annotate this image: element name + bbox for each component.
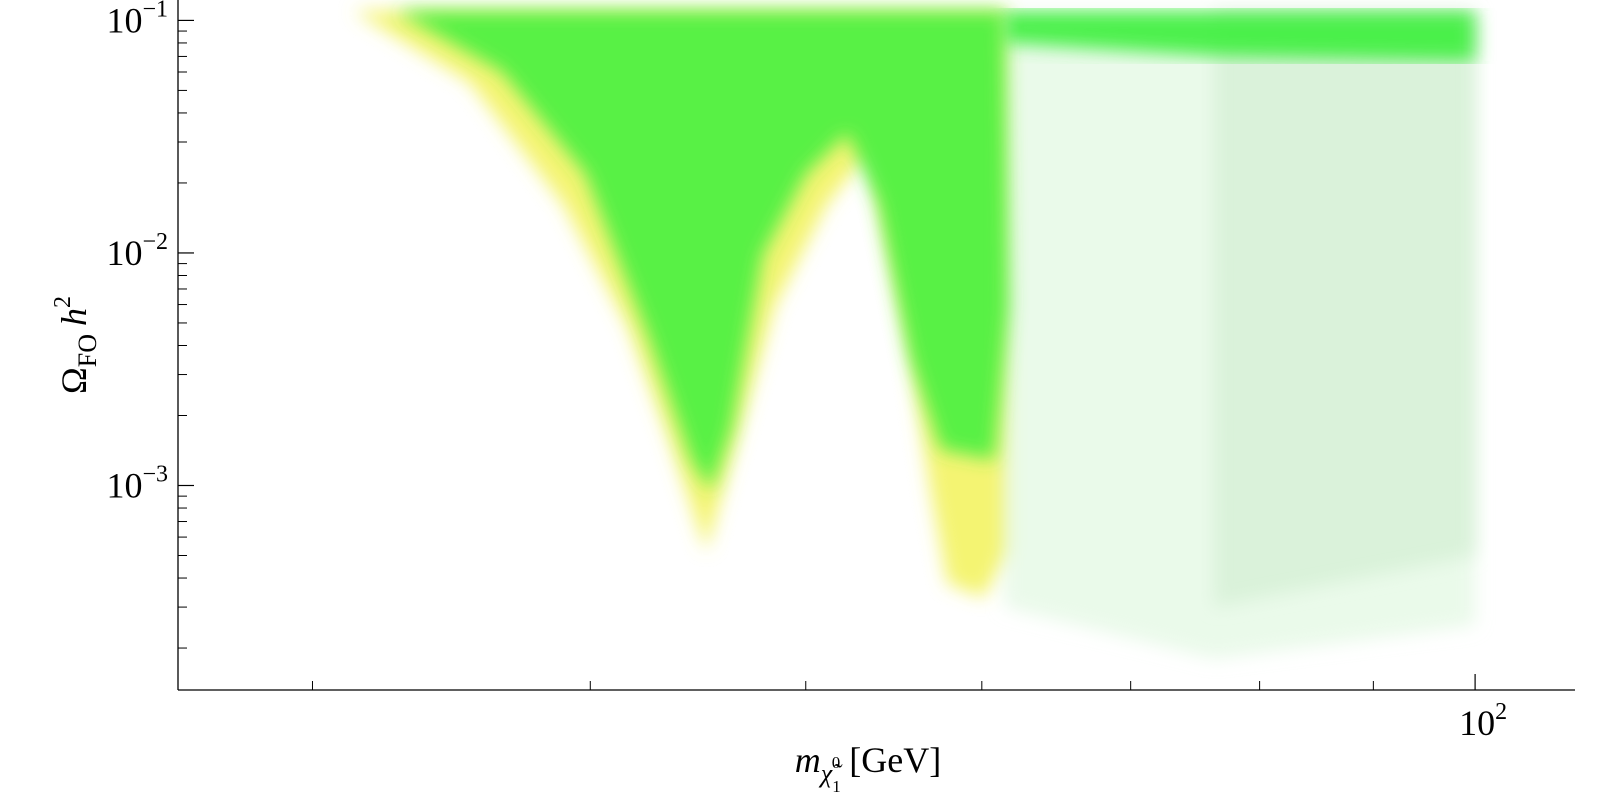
ylabel-part: Ω bbox=[54, 367, 94, 394]
ylabel-title: ΩFO h2 bbox=[50, 296, 102, 394]
y-tick-label: 10−1 bbox=[106, 0, 168, 40]
y-tick-label: 10−2 bbox=[106, 229, 168, 273]
density-region bbox=[1213, 10, 1476, 608]
y-tick-exponent: −2 bbox=[142, 229, 168, 255]
y-tick-base: 10 bbox=[106, 465, 142, 505]
xlabel-title: mχ̃10 [GeV] bbox=[795, 740, 941, 796]
ylabel-part: 2 bbox=[50, 296, 76, 308]
ylabel-part: FO bbox=[73, 334, 102, 367]
y-tick-label: 10−3 bbox=[106, 461, 168, 505]
density-region bbox=[1004, 10, 1476, 62]
ylabel-part: h bbox=[54, 308, 94, 326]
density-region bbox=[395, 10, 1009, 491]
xlabel-part: 0 bbox=[832, 753, 841, 772]
xlabel-part: 1 bbox=[832, 777, 841, 796]
y-tick-base: 10 bbox=[106, 0, 142, 40]
regions bbox=[353, 10, 1476, 659]
x-tick-base: 10 bbox=[1459, 703, 1495, 743]
x-tick-exponent: 2 bbox=[1495, 699, 1507, 725]
y-tick-exponent: −1 bbox=[142, 0, 168, 22]
y-tick-base: 10 bbox=[106, 233, 142, 273]
xlabel-part: [GeV] bbox=[840, 740, 941, 780]
xlabel-part: m bbox=[795, 740, 821, 780]
y-tick-exponent: −3 bbox=[142, 461, 168, 487]
x-tick-label: 102 bbox=[1459, 699, 1507, 743]
